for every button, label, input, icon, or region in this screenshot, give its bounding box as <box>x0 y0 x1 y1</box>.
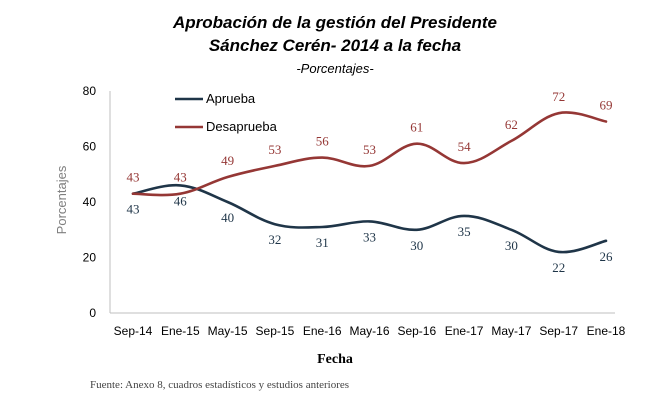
data-label-desaprueba: 56 <box>316 134 330 149</box>
data-label-aprueba: 33 <box>363 229 376 244</box>
data-label-aprueba: 26 <box>600 249 614 264</box>
chart-title-line1: Aprobación de la gestión del Presidente <box>172 13 497 32</box>
x-tick-label: Sep-16 <box>397 324 436 338</box>
data-label-desaprueba: 61 <box>410 120 423 135</box>
y-tick-label: 40 <box>83 195 97 209</box>
data-label-desaprueba: 69 <box>600 98 613 113</box>
x-tick-label: Ene-16 <box>303 324 342 338</box>
y-tick-label: 0 <box>89 306 96 320</box>
data-label-aprueba: 31 <box>316 235 329 250</box>
data-label-desaprueba: 54 <box>458 139 472 154</box>
data-label-aprueba: 32 <box>268 232 281 247</box>
data-label-aprueba: 43 <box>127 202 140 217</box>
x-tick-label: Ene-17 <box>445 324 484 338</box>
data-label-aprueba: 35 <box>458 224 471 239</box>
x-axis-title: Fecha <box>317 352 353 367</box>
data-label-desaprueba: 62 <box>505 117 518 132</box>
series-line-aprueba <box>131 183 608 254</box>
data-label-aprueba: 40 <box>221 210 234 225</box>
data-label-aprueba: 30 <box>410 238 423 253</box>
legend-label-desaprueba: Desaprueba <box>206 119 278 134</box>
y-axis-title: Porcentajes <box>54 165 69 234</box>
x-tick-label: Sep-14 <box>114 324 153 338</box>
x-tick-label: May-16 <box>349 324 389 338</box>
x-tick-label: May-15 <box>208 324 248 338</box>
y-tick-label: 80 <box>83 84 97 98</box>
legend-label-aprueba: Aprueba <box>206 91 256 106</box>
x-tick-label: May-17 <box>491 324 531 338</box>
series-line-desaprueba <box>131 111 608 197</box>
x-tick-label: Ene-15 <box>161 324 200 338</box>
x-tick-label: Sep-15 <box>256 324 295 338</box>
data-label-aprueba: 46 <box>174 193 188 208</box>
y-tick-label: 20 <box>83 251 97 265</box>
x-tick-label: Ene-18 <box>587 324 626 338</box>
data-label-aprueba: 30 <box>505 238 518 253</box>
data-label-aprueba: 22 <box>552 260 565 275</box>
x-tick-label: Sep-17 <box>539 324 578 338</box>
source-note: Fuente: Anexo 8, cuadros estadísticos y … <box>90 379 350 391</box>
data-label-desaprueba: 43 <box>174 170 187 185</box>
chart-subtitle: -Porcentajes- <box>296 61 374 76</box>
y-tick-label: 60 <box>83 140 97 154</box>
chart-title-line2: Sánchez Cerén- 2014 a la fecha <box>208 36 462 55</box>
data-label-desaprueba: 43 <box>127 170 140 185</box>
data-label-desaprueba: 49 <box>221 153 234 168</box>
data-label-desaprueba: 72 <box>552 89 565 104</box>
data-label-desaprueba: 53 <box>363 142 376 157</box>
data-label-desaprueba: 53 <box>268 142 281 157</box>
